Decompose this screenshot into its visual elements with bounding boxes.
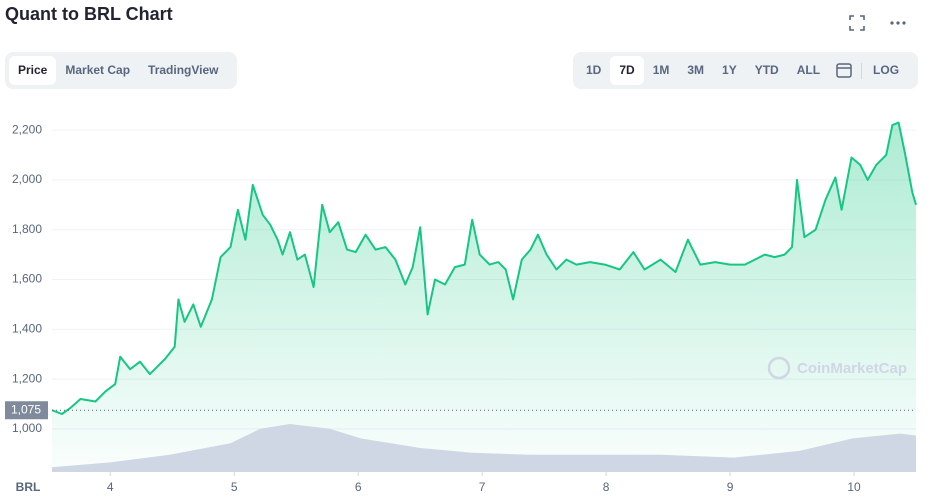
- price-area: [52, 122, 916, 472]
- range-button[interactable]: 7D: [610, 56, 644, 85]
- watermark: CoinMarketCap: [767, 356, 907, 380]
- volume-area: [52, 424, 916, 472]
- y-tick-label: 2,200: [12, 122, 42, 136]
- y-tick-label: 1,400: [12, 321, 42, 335]
- y-tick-label: 1,600: [12, 272, 42, 286]
- x-tick-label: 8: [603, 480, 610, 494]
- watermark-text: CoinMarketCap: [797, 360, 907, 377]
- fullscreen-icon[interactable]: [848, 14, 866, 32]
- tab[interactable]: Market Cap: [65, 63, 131, 77]
- tab-group: Price Market Cap TradingView: [5, 52, 237, 89]
- title: Quant to BRL Chart: [5, 4, 173, 24]
- price-line: [51, 121, 917, 415]
- calendar-icon[interactable]: [829, 61, 859, 81]
- range-button[interactable]: YTD: [754, 63, 779, 77]
- tab[interactable]: TradingView: [148, 63, 219, 77]
- divider: [861, 62, 863, 79]
- y-tick-label: 2,000: [12, 172, 42, 186]
- x-tick-label: 4: [107, 480, 114, 494]
- y-tick-label: 1,000: [12, 421, 42, 435]
- y-tick-label: 1,800: [12, 222, 42, 236]
- range-button[interactable]: 3M: [687, 63, 705, 77]
- y-tick-label: 1,200: [12, 371, 42, 385]
- reference-label: 1,075: [11, 402, 41, 416]
- x-axis-label: BRL: [16, 480, 41, 494]
- more-icon[interactable]: [889, 14, 907, 32]
- x-tick-label: 9: [727, 480, 734, 494]
- log-button[interactable]: LOG: [873, 63, 900, 77]
- range-button[interactable]: ALL: [796, 63, 821, 77]
- tab[interactable]: Price: [9, 56, 57, 85]
- reference-label-box: [5, 401, 48, 420]
- range-button[interactable]: 1M: [652, 63, 670, 77]
- x-tick-label: 6: [355, 480, 362, 494]
- range-button[interactable]: 1D: [586, 63, 602, 77]
- range-group: 1D 7D 1M 3M 1Y YTD ALL LOG: [573, 52, 918, 89]
- x-tick-label: 5: [231, 480, 238, 494]
- x-tick-label: 7: [479, 480, 486, 494]
- x-tick-label: 10: [847, 480, 861, 494]
- range-button[interactable]: 1Y: [722, 63, 737, 77]
